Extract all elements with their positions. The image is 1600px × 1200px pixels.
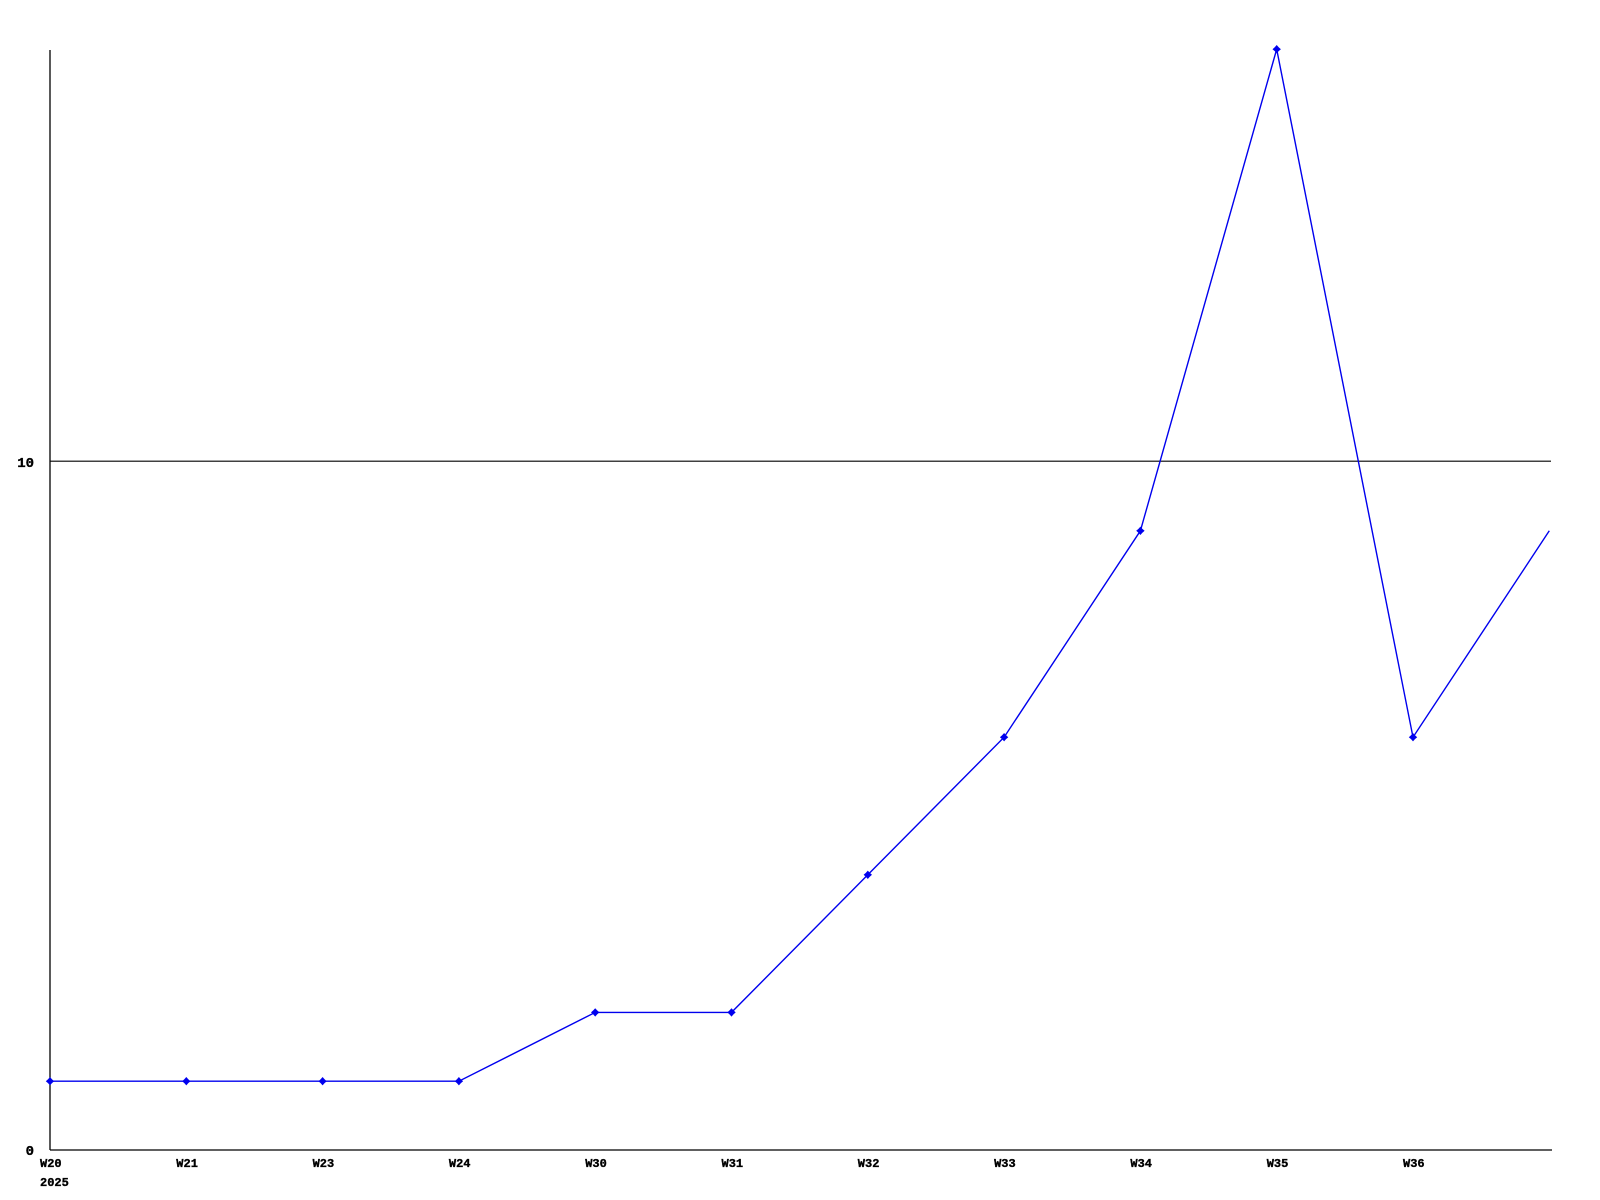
svg-text:W33: W33 <box>994 1157 1016 1171</box>
svg-text:W35: W35 <box>1267 1157 1289 1171</box>
svg-text:W21: W21 <box>176 1157 198 1171</box>
svg-text:W30: W30 <box>585 1157 607 1171</box>
svg-text:W23: W23 <box>313 1157 335 1171</box>
svg-text:2025: 2025 <box>40 1176 69 1190</box>
svg-text:W32: W32 <box>858 1157 880 1171</box>
svg-text:W31: W31 <box>722 1157 744 1171</box>
svg-text:W24: W24 <box>449 1157 471 1171</box>
svg-text:10: 10 <box>17 456 34 472</box>
svg-text:W34: W34 <box>1130 1157 1152 1171</box>
svg-text:W36: W36 <box>1403 1157 1425 1171</box>
svg-text:0: 0 <box>26 1144 34 1160</box>
svg-text:W20: W20 <box>40 1157 62 1171</box>
